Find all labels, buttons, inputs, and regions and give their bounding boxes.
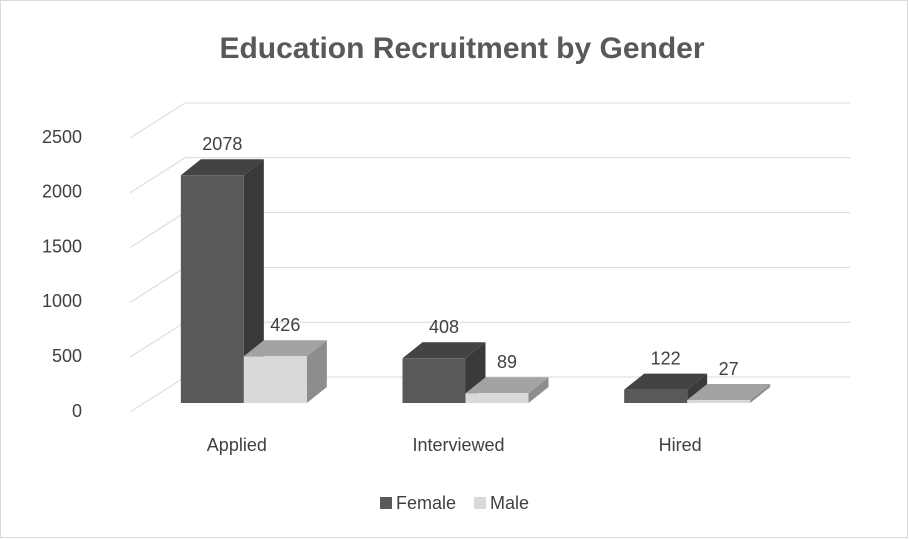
- data-label: 426: [270, 315, 300, 335]
- bar: [624, 373, 708, 403]
- grid-line-side: [129, 376, 186, 413]
- bar-top: [465, 377, 549, 394]
- bar-top: [687, 384, 771, 401]
- bar-side: [687, 373, 708, 403]
- bar-front: [402, 358, 466, 403]
- bar: [687, 384, 771, 403]
- bar: [465, 377, 549, 403]
- y-tick-label: 1000: [42, 291, 82, 311]
- bar-top: [624, 373, 708, 390]
- grid-line-side: [129, 102, 186, 139]
- legend-swatch: [474, 497, 487, 509]
- bar-side: [528, 377, 549, 403]
- grid-line-side: [129, 266, 186, 303]
- data-label: 408: [429, 317, 459, 337]
- bar-side: [306, 340, 327, 403]
- y-tick-label: 2000: [42, 182, 82, 202]
- y-tick-label: 2500: [42, 127, 82, 147]
- y-tick-label: 1500: [42, 236, 82, 256]
- bar-front: [180, 175, 244, 403]
- grid-line-side: [129, 157, 186, 194]
- bar-side: [750, 384, 771, 403]
- bar-front: [243, 356, 307, 403]
- chart-title: Education Recruitment by Gender: [219, 32, 704, 65]
- legend-swatch: [380, 497, 392, 509]
- legend-label: Male: [490, 493, 529, 513]
- bar-front: [624, 389, 688, 403]
- bar-front: [465, 393, 529, 403]
- bar-top: [243, 340, 327, 357]
- bar-side: [243, 159, 264, 403]
- bar: [243, 340, 327, 403]
- x-tick-label: Applied: [207, 435, 267, 455]
- y-tick-label: 0: [72, 401, 82, 421]
- data-label: 89: [497, 352, 517, 372]
- legend-label: Female: [396, 493, 456, 513]
- data-label: 27: [719, 359, 739, 379]
- y-tick-label: 500: [52, 346, 82, 366]
- x-tick-label: Hired: [659, 435, 702, 455]
- bar-top: [180, 159, 264, 176]
- grid-line-side: [129, 212, 186, 249]
- data-label: 122: [651, 348, 681, 368]
- bar-front: [687, 400, 751, 403]
- bar: [180, 159, 264, 403]
- bar-top: [402, 342, 486, 359]
- x-tick-label: Interviewed: [412, 435, 504, 455]
- grid-line-side: [129, 321, 186, 358]
- data-label: 2078: [202, 134, 242, 154]
